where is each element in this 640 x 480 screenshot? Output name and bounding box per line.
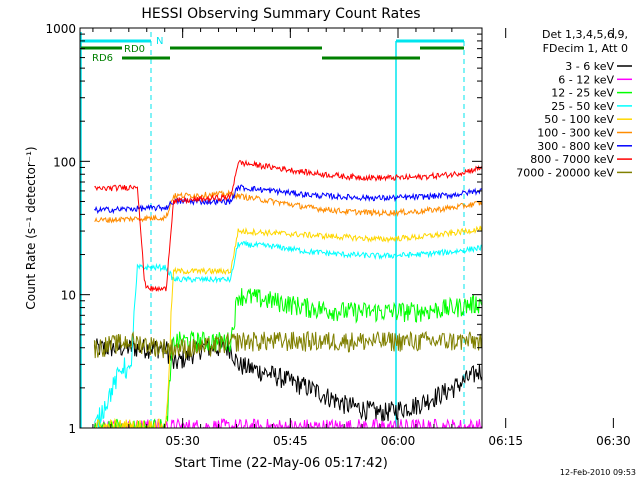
series-line	[93, 338, 482, 424]
series-layer	[93, 159, 482, 428]
series-line	[94, 159, 482, 292]
x-tick-label: 05:45	[273, 434, 308, 448]
legend-label: 100 - 300 keV	[537, 127, 614, 140]
y-tick-label: 100	[53, 155, 76, 169]
y-tick-label: 10	[61, 289, 76, 303]
y-axis-label: Count Rate (s⁻¹ detector⁻¹)	[24, 146, 38, 309]
rd6-flag-label: RD6	[92, 53, 113, 64]
series-line	[93, 330, 482, 359]
footer-date: 12-Feb-2010 09:53	[560, 468, 636, 477]
y-tick-label: 1000	[45, 22, 76, 36]
series-line	[94, 189, 482, 224]
night-flag-label: N	[156, 36, 163, 47]
y-axis: 1 10 100 1000	[45, 22, 482, 436]
x-tick-label: 06:00	[381, 434, 416, 448]
series-line	[94, 184, 482, 215]
series-line	[93, 417, 482, 428]
series-line	[93, 239, 482, 428]
legend-label: 12 - 25 keV	[551, 87, 614, 100]
plot-frame	[79, 27, 483, 429]
legend-label: 3 - 6 keV	[565, 60, 614, 73]
chart-title: HESSI Observing Summary Count Rates	[141, 6, 420, 22]
legend-label: 800 - 7000 keV	[530, 153, 614, 166]
legend-label: 25 - 50 keV	[551, 100, 614, 113]
legend-label: 300 - 800 keV	[537, 140, 614, 153]
x-tick-label: 06:15	[488, 434, 523, 448]
legend-header-line-2: FDecim 1, Att 0	[543, 42, 628, 55]
legend: Det 1,3,4,5,6,9, FDecim 1, Att 0 3 - 6 k…	[516, 28, 632, 179]
x-tick-label: 06:30	[596, 434, 631, 448]
legend-label: 50 - 100 keV	[544, 113, 614, 126]
legend-header-line-1: Det 1,3,4,5,6,9,	[542, 28, 628, 41]
instrument-flags: N RD0 RD6	[80, 32, 465, 428]
legend-label: 6 - 12 keV	[558, 73, 614, 86]
series-line	[94, 223, 482, 428]
y-tick-label: 1	[68, 422, 76, 436]
x-tick-label: 05:30	[165, 434, 200, 448]
x-axis-label: Start Time (22-May-06 05:17:42)	[174, 456, 388, 471]
rd0-flag-label: RD0	[124, 44, 145, 55]
legend-label: 7000 - 20000 keV	[516, 166, 614, 179]
